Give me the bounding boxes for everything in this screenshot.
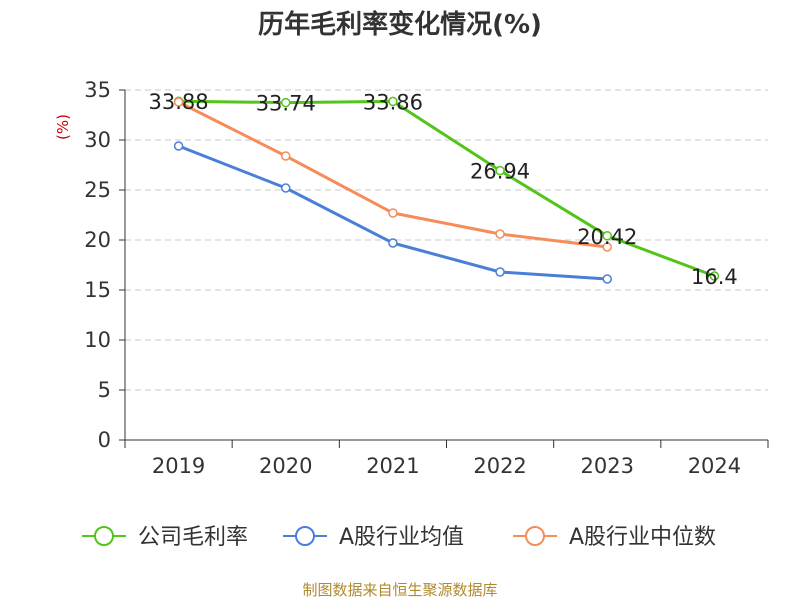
grid-lines bbox=[125, 89, 768, 391]
data-label: 26.94 bbox=[470, 160, 530, 184]
data-point bbox=[602, 242, 612, 252]
series-lines bbox=[173, 96, 720, 284]
y-tick-label: 5 bbox=[98, 378, 111, 402]
legend-item[interactable]: A股行业均值 bbox=[283, 525, 464, 550]
x-tick-label: 2021 bbox=[366, 454, 419, 478]
x-tick-label: 2019 bbox=[152, 454, 205, 478]
y-tick-label: 0 bbox=[98, 428, 111, 452]
data-point bbox=[495, 165, 505, 176]
data-point bbox=[388, 238, 398, 248]
data-point bbox=[281, 151, 291, 161]
legend-label: A股行业中位数 bbox=[569, 525, 716, 550]
legend-marker bbox=[295, 526, 315, 546]
data-labels: 33.88 33.74 33.86 26.94 20.42 16.4 bbox=[149, 90, 738, 289]
legend[interactable]: 公司毛利率 A股行业均值 A股行业中位数 bbox=[82, 525, 716, 550]
series-line-0 bbox=[178, 99, 715, 278]
source-note: 制图数据来自恒生聚源数据库 bbox=[302, 581, 497, 599]
x-tick-label: 2024 bbox=[688, 454, 741, 478]
legend-marker bbox=[525, 526, 545, 546]
data-label: 20.42 bbox=[577, 225, 637, 249]
data-point bbox=[602, 231, 612, 241]
data-label: 33.88 bbox=[149, 90, 209, 114]
data-label: 16.4 bbox=[691, 265, 738, 289]
legend-item[interactable]: A股行业中位数 bbox=[513, 525, 716, 550]
chart-title: 历年毛利率变化情况(%) bbox=[258, 9, 542, 40]
axes bbox=[119, 89, 769, 448]
legend-label: A股行业均值 bbox=[339, 525, 464, 550]
y-tick-labels: 0 5 10 15 20 25 30 35 bbox=[84, 78, 111, 452]
x-tick-label: 2020 bbox=[259, 454, 312, 478]
y-tick-label: 15 bbox=[84, 278, 111, 302]
data-point bbox=[388, 208, 398, 218]
x-tick-label: 2023 bbox=[581, 454, 634, 478]
y-tick-label: 25 bbox=[84, 178, 111, 202]
data-point bbox=[495, 229, 505, 239]
y-tick-label: 20 bbox=[84, 228, 111, 252]
data-point bbox=[602, 274, 612, 284]
data-point bbox=[495, 267, 505, 277]
data-point bbox=[173, 97, 184, 107]
legend-marker bbox=[94, 526, 114, 546]
x-tick-label: 2022 bbox=[473, 454, 526, 478]
legend-label: 公司毛利率 bbox=[138, 525, 248, 550]
data-label: 33.86 bbox=[363, 90, 423, 114]
data-point bbox=[709, 271, 720, 281]
data-point bbox=[173, 141, 184, 151]
y-axis-label: (%) bbox=[54, 114, 72, 140]
y-tick-label: 10 bbox=[84, 328, 111, 352]
data-point bbox=[281, 97, 291, 108]
x-tick-labels: 2019 2020 2021 2022 2023 2024 bbox=[152, 454, 741, 478]
y-tick-label: 35 bbox=[84, 78, 111, 102]
data-label: 33.74 bbox=[256, 92, 316, 116]
data-point bbox=[281, 183, 291, 193]
series-line-2 bbox=[177, 100, 608, 249]
legend-item[interactable]: 公司毛利率 bbox=[82, 525, 248, 550]
data-point bbox=[388, 96, 398, 107]
y-tick-label: 30 bbox=[84, 128, 111, 152]
